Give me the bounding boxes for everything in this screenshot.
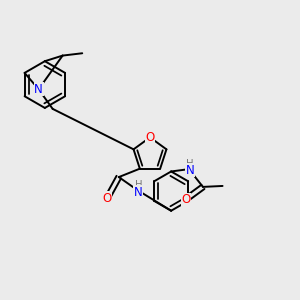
Text: O: O [182,194,191,206]
Text: H: H [186,158,194,169]
Text: N: N [134,185,143,199]
Text: H: H [135,181,142,190]
Text: O: O [102,192,111,205]
Text: N: N [185,164,194,177]
Text: N: N [34,83,43,96]
Text: O: O [146,131,154,144]
